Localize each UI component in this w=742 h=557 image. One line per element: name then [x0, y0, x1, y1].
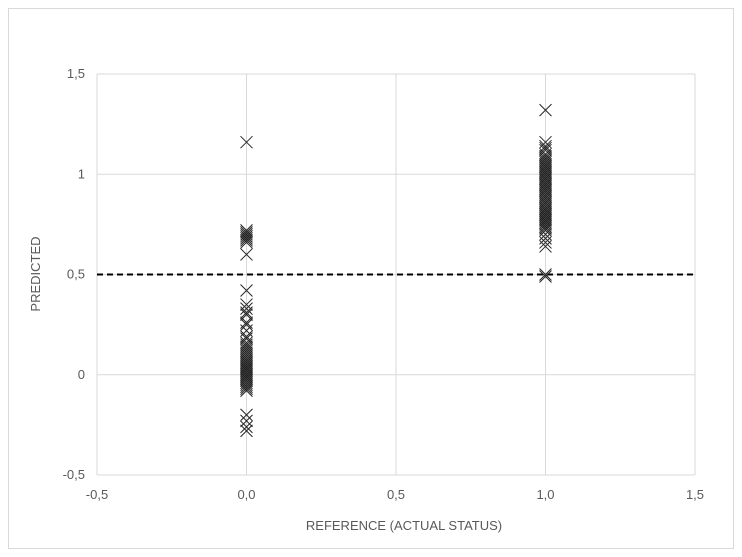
x-tick-label: -0,5 [86, 487, 108, 502]
y-tick-label: 0 [78, 367, 85, 382]
x-tick-label: 1,5 [686, 487, 704, 502]
x-tick-label: 0,5 [387, 487, 405, 502]
x-tick-labels: -0,5 0,0 0,5 1,0 1,5 [86, 487, 704, 502]
x-tick-label: 1,0 [536, 487, 554, 502]
y-tick-label: 1 [78, 166, 85, 181]
y-axis-title: PREDICTED [28, 236, 43, 311]
gridlines [97, 74, 695, 475]
y-tick-label: 0,5 [67, 267, 85, 282]
y-tick-label: -0,5 [63, 467, 85, 482]
x-tick-label: 0,0 [237, 487, 255, 502]
y-tick-labels: -0,5 0 0,5 1 1,5 [63, 66, 85, 482]
y-tick-label: 1,5 [67, 66, 85, 81]
x-axis-title: REFERENCE (ACTUAL STATUS) [306, 518, 502, 533]
